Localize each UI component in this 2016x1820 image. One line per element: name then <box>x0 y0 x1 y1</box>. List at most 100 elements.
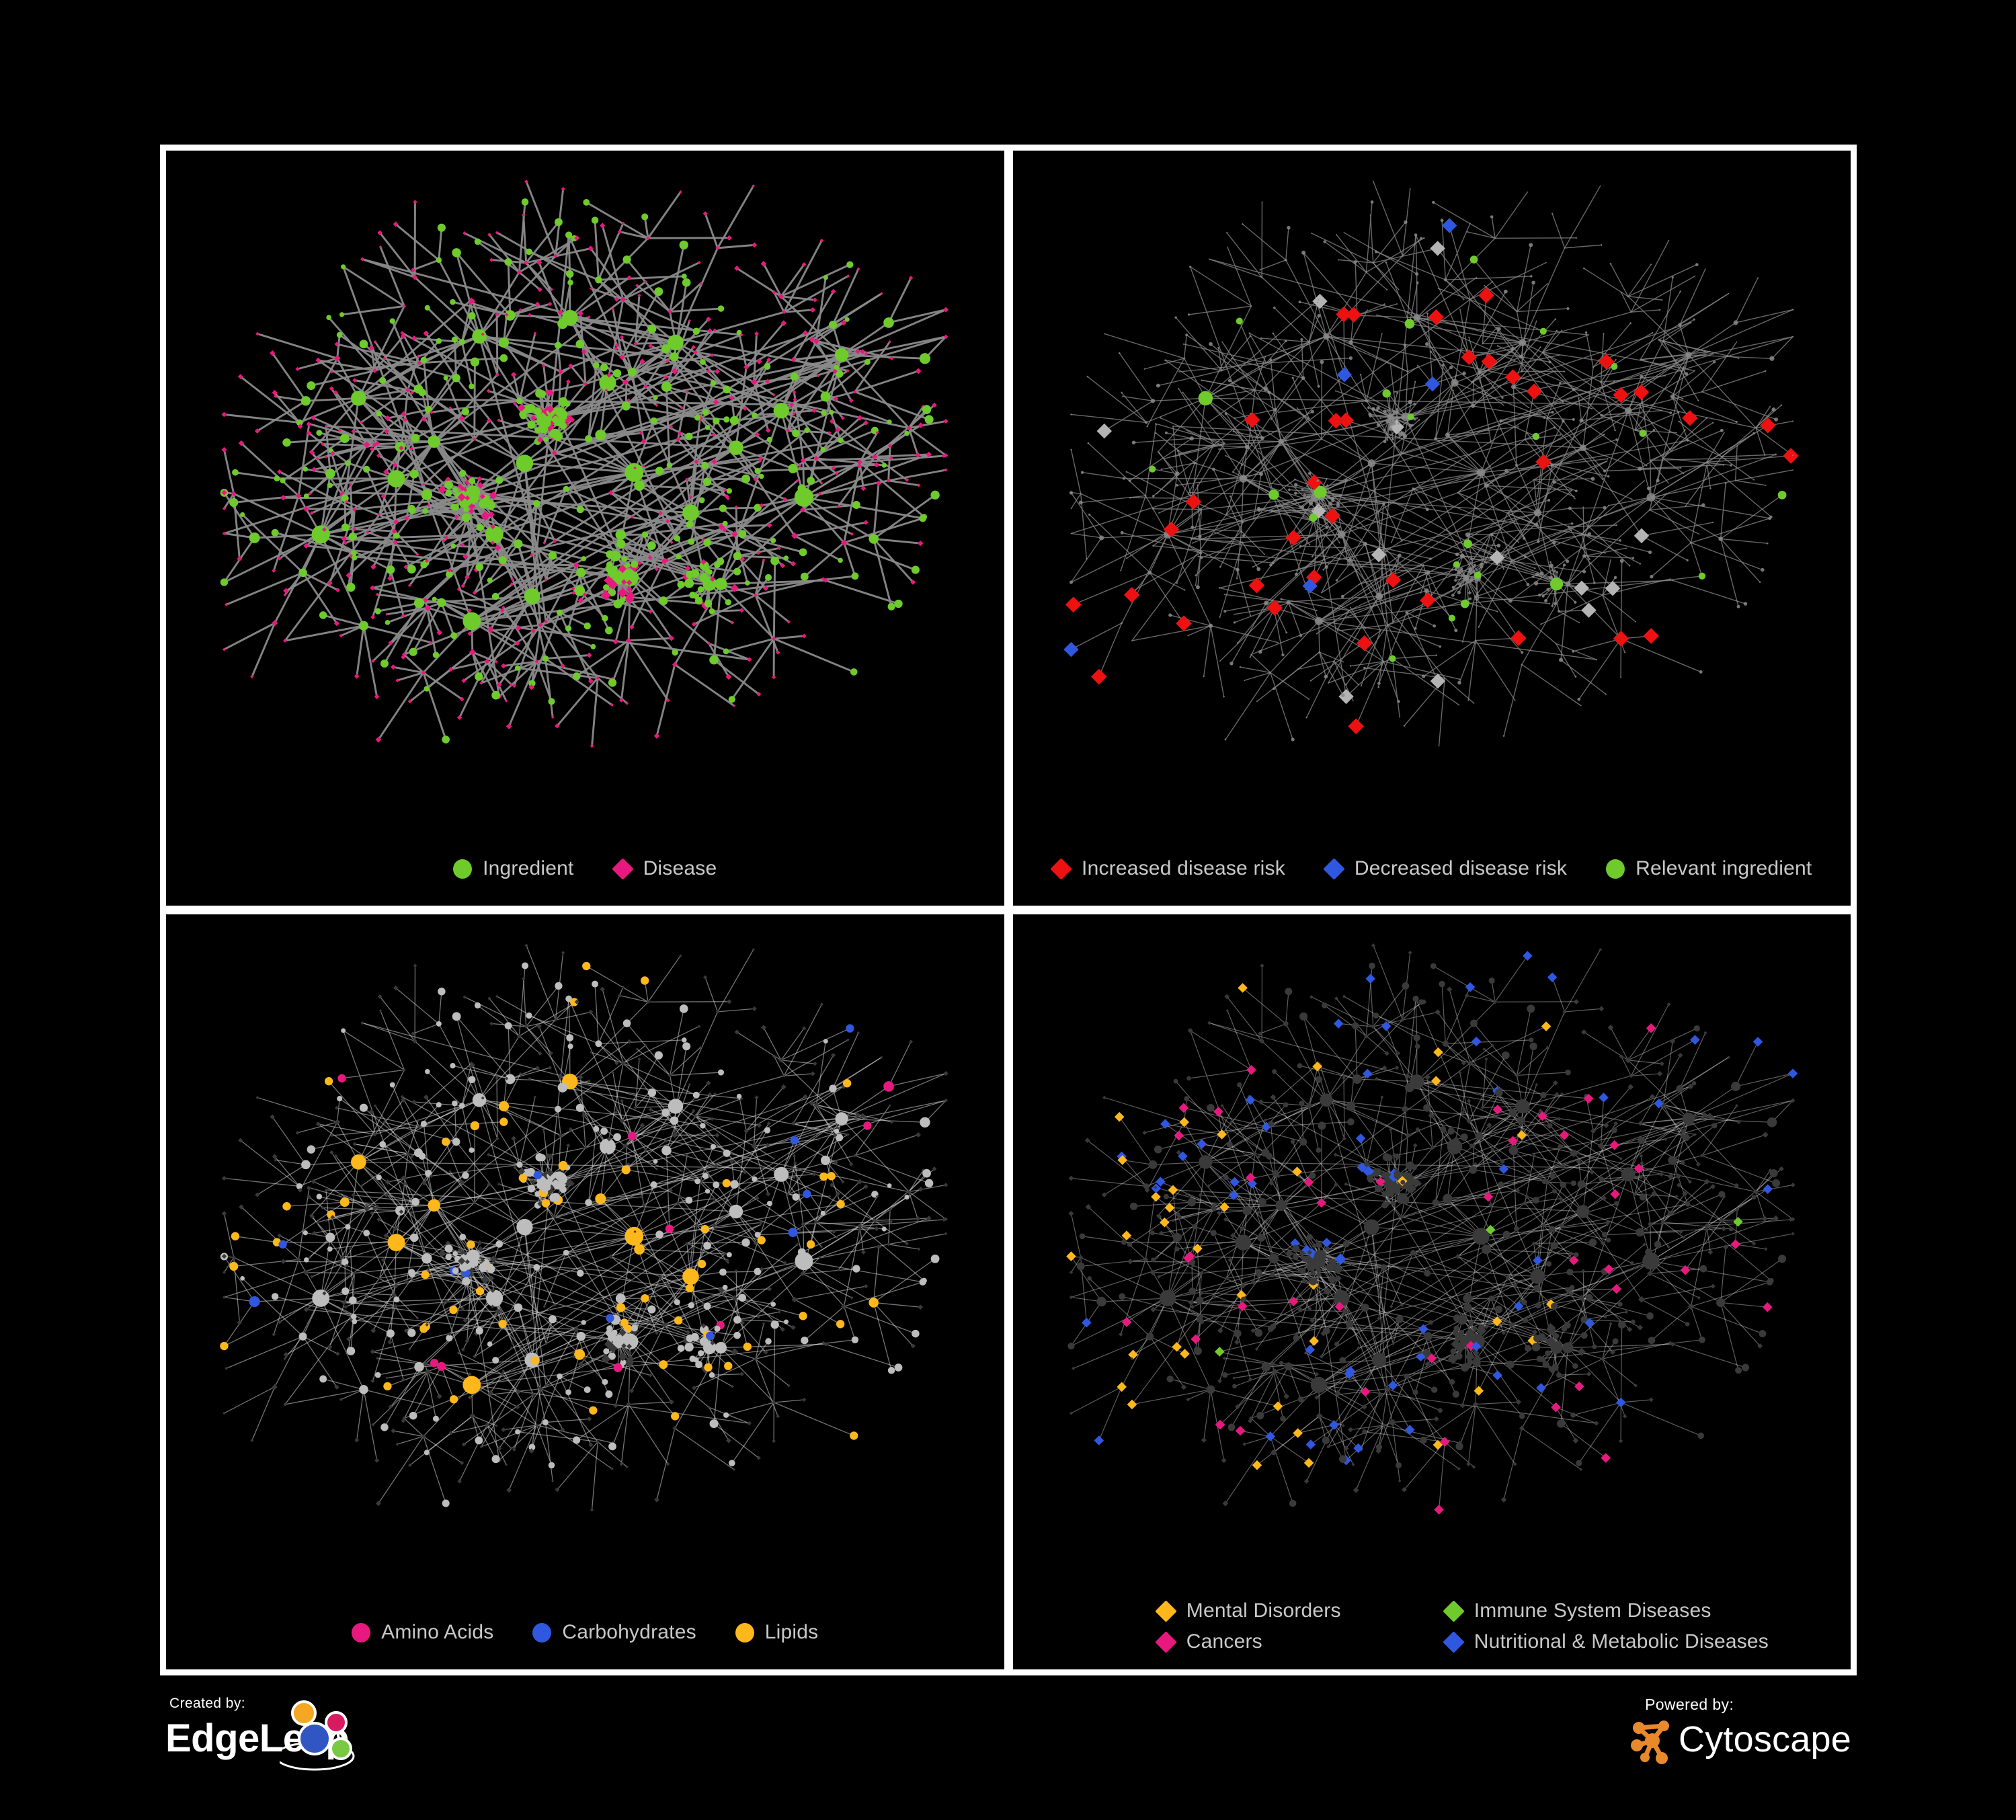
ingredient-node <box>820 1155 831 1165</box>
disease-node <box>1398 1214 1404 1220</box>
ingredient-node <box>1531 1343 1540 1351</box>
ingredient-node <box>1184 333 1188 337</box>
ingredient-node <box>1553 569 1556 573</box>
ingredient-node <box>296 419 303 426</box>
disease-node <box>341 1300 347 1306</box>
disease-node <box>393 1226 398 1232</box>
ingredient-node <box>1549 577 1563 591</box>
disease-node <box>421 1180 427 1186</box>
disease-node <box>1437 745 1440 747</box>
ingredient-node <box>432 596 437 602</box>
disease-node <box>1677 1052 1683 1058</box>
ingredient-node <box>1549 1242 1558 1250</box>
disease-node <box>1619 676 1621 678</box>
ingredient-node <box>516 1161 523 1168</box>
disease-node <box>1121 395 1123 397</box>
ingredient-node <box>701 461 709 469</box>
disease-node <box>1570 529 1572 531</box>
disease-node <box>366 530 370 535</box>
disease-node <box>510 1446 513 1450</box>
disease-node <box>1722 1195 1726 1198</box>
disease-node <box>887 443 893 448</box>
ingredient-node <box>723 1412 729 1418</box>
ingredient-node <box>1166 1375 1174 1383</box>
disease-node <box>1259 963 1264 968</box>
disease-node <box>1224 454 1227 457</box>
disease-node <box>752 948 755 951</box>
disease-node <box>1369 214 1371 216</box>
disease-node <box>1163 458 1165 460</box>
disease-node <box>486 389 491 393</box>
disease-node <box>1684 506 1686 508</box>
disease-node <box>1419 592 1422 594</box>
ingredient-node <box>379 377 387 385</box>
disease-node <box>713 1092 717 1096</box>
ingredient-node <box>922 405 932 414</box>
disease-node <box>550 287 554 292</box>
ingredient-node <box>1272 687 1275 690</box>
ingredient-node <box>389 318 395 324</box>
ingredient-node <box>1348 356 1353 360</box>
ingredient-node <box>1281 654 1285 657</box>
ingredient-node <box>1455 1353 1463 1360</box>
disease-node <box>819 238 824 243</box>
ingredient-node <box>452 503 459 511</box>
ingredient-node <box>1316 479 1319 482</box>
disease-node <box>360 1021 364 1025</box>
disease-node <box>1069 1295 1073 1300</box>
disease-node <box>758 1220 763 1225</box>
ingredient-node <box>1308 513 1318 522</box>
ingredient-node <box>1206 1103 1215 1112</box>
ingredient-node <box>359 1384 368 1394</box>
ingredient-node <box>424 1450 430 1456</box>
ingredient-node <box>704 600 713 608</box>
disease-node <box>1515 1398 1521 1405</box>
disease-node <box>370 585 376 591</box>
disease-node <box>760 1025 766 1031</box>
disease-node <box>725 674 732 680</box>
disease-node <box>1326 483 1329 487</box>
disease-node <box>1726 1056 1730 1059</box>
ingredient-node <box>249 532 260 544</box>
ingredient-node <box>682 278 691 287</box>
disease-node <box>831 1053 836 1058</box>
ingredient-node <box>307 1145 316 1154</box>
ingredient-node <box>920 1117 930 1127</box>
ingredient-node <box>770 1302 776 1307</box>
disease-node <box>330 1134 334 1138</box>
ingredient-node <box>694 596 703 605</box>
ingredient-node <box>380 659 389 668</box>
disease-node <box>1474 588 1478 590</box>
ingredient-node <box>1531 280 1535 285</box>
ingredient-node <box>1624 407 1631 414</box>
ingredient-node <box>919 1278 926 1286</box>
disease-node <box>1457 1071 1461 1075</box>
ingredient-node <box>1572 387 1576 391</box>
ingredient-node <box>1413 1034 1420 1041</box>
disease-node <box>1550 1402 1561 1413</box>
disease-node <box>1259 337 1262 340</box>
disease-node <box>1312 293 1328 309</box>
ingredient-node <box>702 477 712 486</box>
ingredient-node <box>1638 430 1646 437</box>
ingredient-node <box>1374 250 1377 253</box>
ingredient-node <box>1271 1170 1279 1177</box>
disease-node <box>1223 1217 1228 1222</box>
ingredient-node <box>1307 340 1310 344</box>
disease-node <box>480 1258 485 1263</box>
disease-node <box>888 340 892 344</box>
disease-node <box>222 531 227 536</box>
ingredient-node <box>1647 1337 1655 1345</box>
ingredient-node <box>846 1024 854 1033</box>
disease-node <box>639 1122 645 1128</box>
ingredient-node <box>685 432 693 440</box>
ingredient-node <box>1500 396 1504 399</box>
ingredient-node <box>462 1376 481 1394</box>
ingredient-node <box>1193 1347 1202 1355</box>
disease-node <box>724 493 729 500</box>
ingredient-node <box>1412 1389 1418 1395</box>
ingredient-node <box>1566 307 1570 311</box>
ingredient-node <box>1546 1337 1555 1346</box>
disease-node <box>1485 1224 1496 1235</box>
